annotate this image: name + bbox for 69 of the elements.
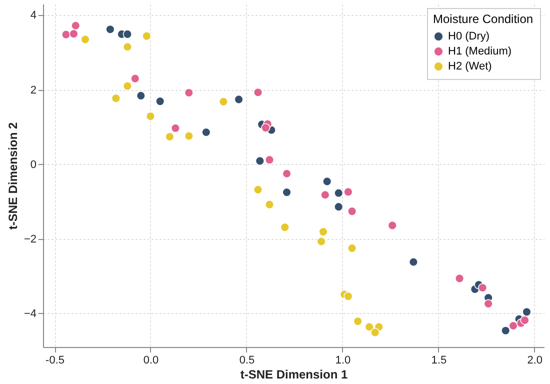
point bbox=[264, 155, 274, 164]
point bbox=[280, 222, 290, 232]
x-tick-label: 0.0 bbox=[143, 354, 159, 366]
point bbox=[184, 88, 194, 98]
point bbox=[71, 21, 80, 30]
point bbox=[408, 257, 418, 267]
point bbox=[253, 185, 263, 194]
point bbox=[184, 131, 194, 141]
point bbox=[282, 169, 292, 178]
point bbox=[136, 91, 146, 100]
point bbox=[264, 200, 274, 210]
point bbox=[318, 227, 328, 236]
point bbox=[344, 292, 353, 301]
point bbox=[156, 96, 165, 106]
point bbox=[388, 220, 397, 230]
point bbox=[142, 31, 152, 41]
y-axis-title: t-SNE Dimension 2 bbox=[6, 122, 20, 230]
point bbox=[253, 88, 263, 97]
point bbox=[316, 236, 326, 246]
legend-label: H1 (Medium) bbox=[448, 46, 512, 58]
point bbox=[508, 321, 518, 330]
legend-label: H2 (Wet) bbox=[448, 60, 492, 72]
point bbox=[146, 112, 156, 121]
point bbox=[202, 128, 211, 137]
y-tick-label: −2 bbox=[24, 233, 36, 246]
point bbox=[501, 326, 510, 336]
point bbox=[344, 187, 353, 196]
point bbox=[122, 81, 132, 91]
point bbox=[347, 244, 357, 253]
point bbox=[320, 190, 330, 200]
x-tick-label: 1.0 bbox=[335, 354, 351, 366]
point bbox=[61, 30, 71, 40]
point bbox=[520, 316, 530, 325]
point bbox=[130, 74, 140, 84]
x-tick-label: 2.0 bbox=[527, 354, 543, 366]
point bbox=[122, 42, 132, 52]
legend-label: H0 (Dry) bbox=[448, 30, 490, 42]
point bbox=[364, 322, 374, 332]
point bbox=[218, 97, 228, 106]
point bbox=[80, 34, 90, 44]
point bbox=[353, 316, 362, 326]
x-axis-title: t-SNE Dimension 1 bbox=[240, 368, 348, 382]
x-tick-label: 1.5 bbox=[431, 354, 447, 366]
point bbox=[170, 124, 180, 133]
point bbox=[234, 94, 244, 104]
point bbox=[111, 94, 121, 103]
point bbox=[347, 206, 357, 216]
point bbox=[484, 299, 493, 308]
point bbox=[282, 188, 292, 197]
legend-title: Moisture Condition bbox=[433, 12, 534, 26]
point bbox=[69, 29, 78, 38]
point bbox=[261, 123, 270, 132]
y-tick-label: 4 bbox=[30, 10, 36, 22]
y-tick-label: 2 bbox=[30, 84, 36, 96]
y-tick-label: −4 bbox=[24, 308, 36, 320]
point bbox=[334, 202, 344, 212]
point bbox=[334, 188, 344, 198]
point bbox=[106, 24, 115, 34]
point bbox=[255, 156, 264, 166]
point bbox=[522, 307, 532, 317]
x-tick-label: -0.5 bbox=[46, 354, 64, 366]
point bbox=[454, 274, 464, 283]
x-tick-label: 0.5 bbox=[239, 354, 255, 366]
point bbox=[165, 132, 174, 142]
point bbox=[122, 30, 132, 39]
point bbox=[322, 176, 332, 186]
point bbox=[478, 283, 488, 292]
y-tick-label: 0 bbox=[30, 158, 36, 171]
point bbox=[370, 328, 380, 338]
